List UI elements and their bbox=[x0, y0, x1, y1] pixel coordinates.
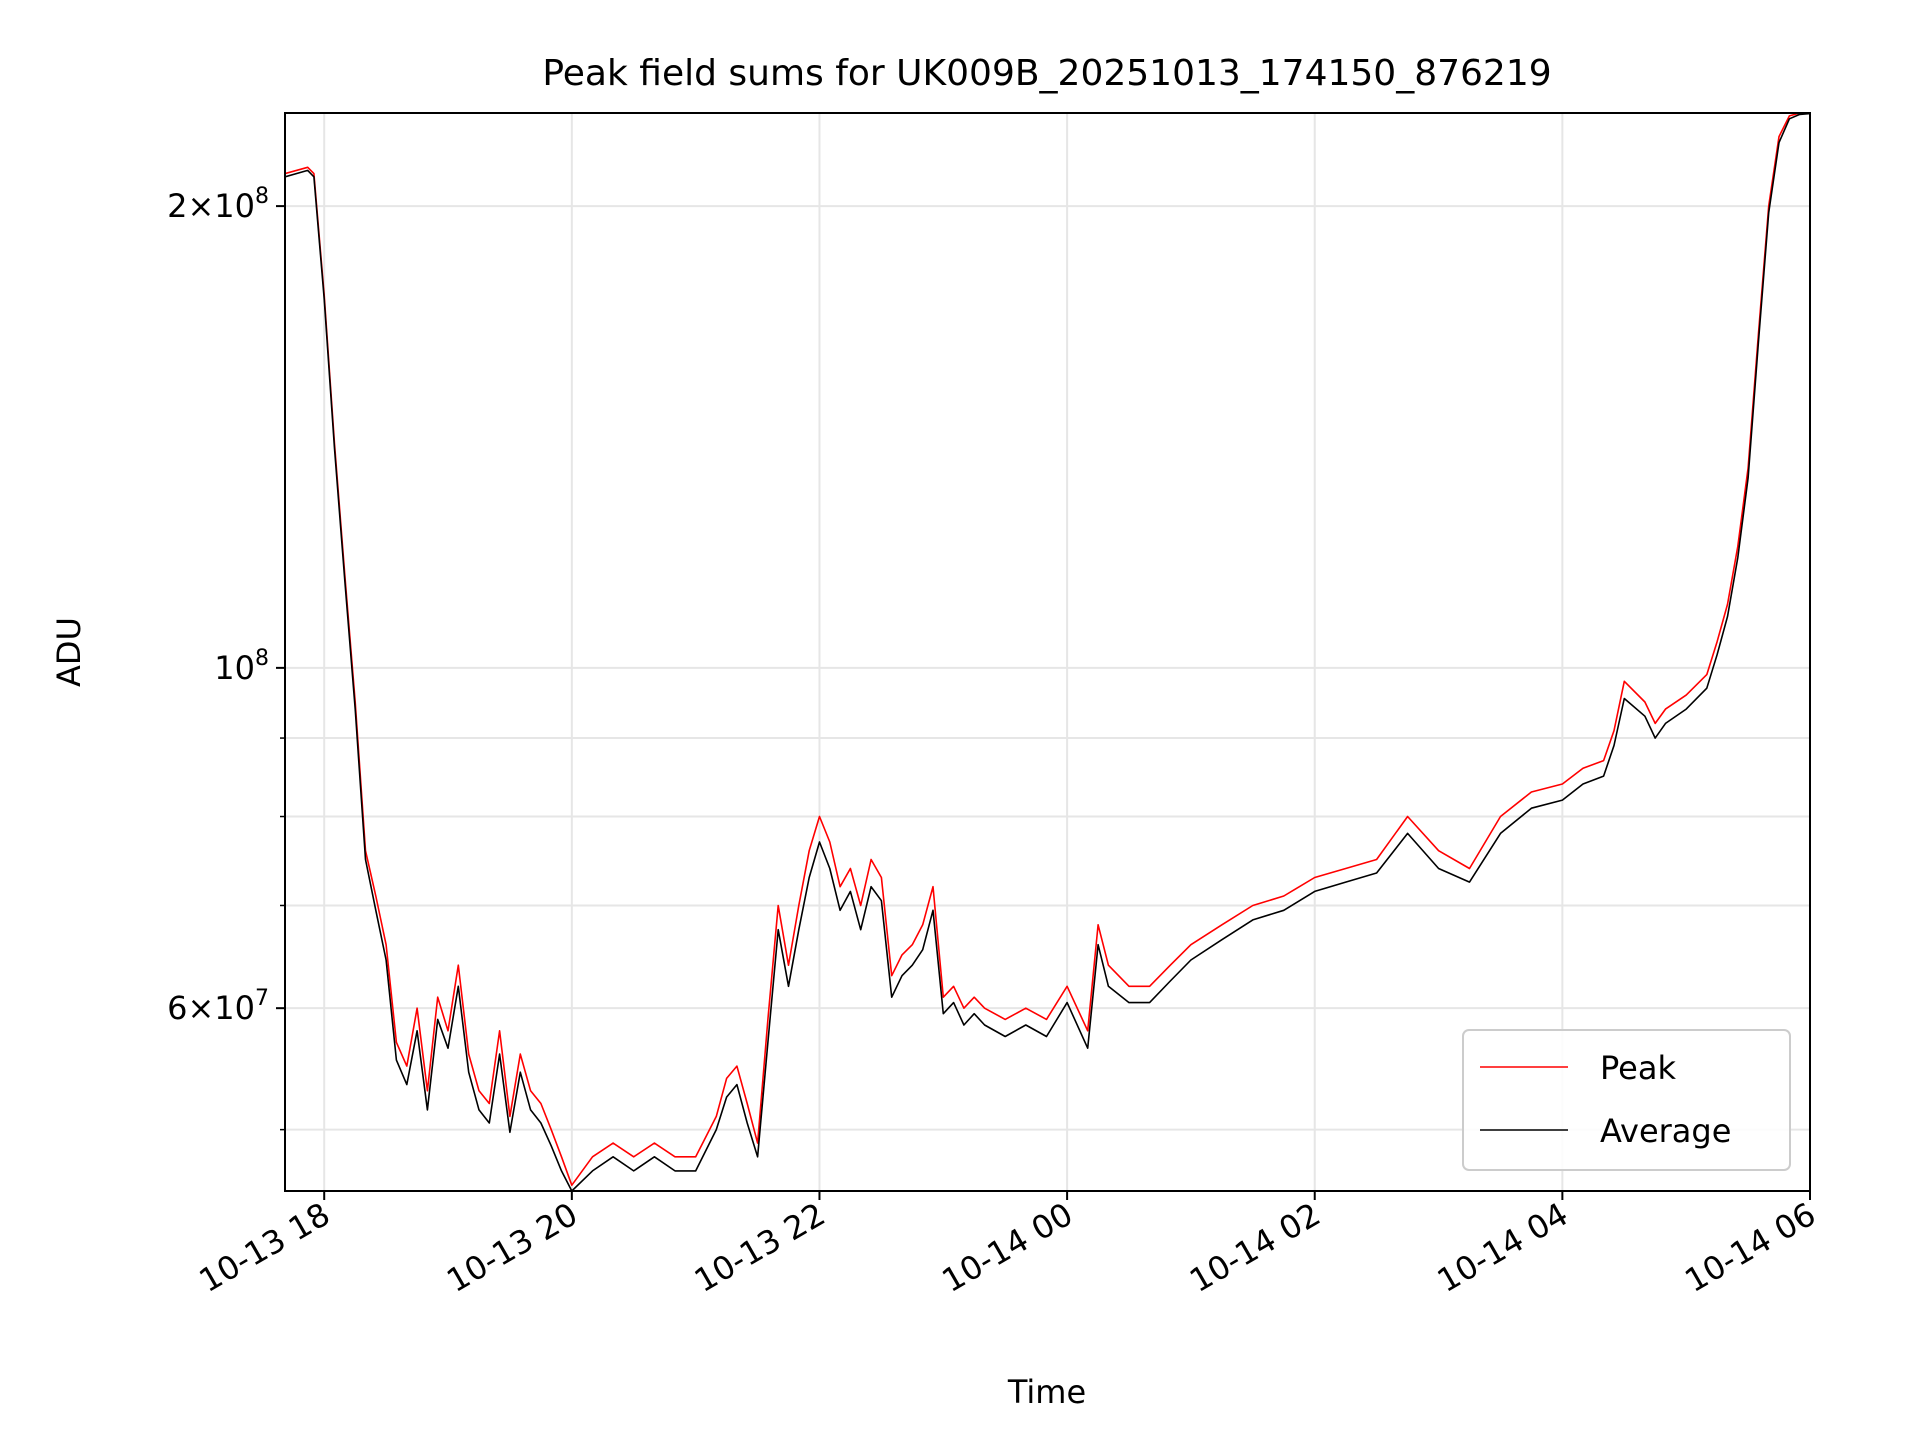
y-axis: 2×108 108 6×107 bbox=[167, 184, 285, 1131]
legend-label-peak: Peak bbox=[1600, 1049, 1676, 1087]
grid-lines bbox=[285, 113, 1811, 1191]
plot-series bbox=[285, 113, 1810, 1191]
legend: Peak Average bbox=[1462, 1029, 1791, 1171]
chart-title: Peak field sums for UK009B_20251013_1741… bbox=[542, 53, 1551, 94]
x-axis-label: Time bbox=[1007, 1373, 1086, 1411]
legend-frame bbox=[1462, 1029, 1791, 1171]
series-line-peak bbox=[285, 113, 1810, 1186]
y-axis-label: ADU bbox=[50, 617, 88, 687]
legend-label-average: Average bbox=[1600, 1112, 1731, 1150]
y-tick-label: 2×108 bbox=[167, 184, 269, 225]
plot-area-frame bbox=[284, 112, 1811, 1192]
series-line-average bbox=[285, 113, 1810, 1191]
y-tick-label: 6×107 bbox=[167, 986, 269, 1027]
y-tick-label: 108 bbox=[214, 646, 269, 687]
